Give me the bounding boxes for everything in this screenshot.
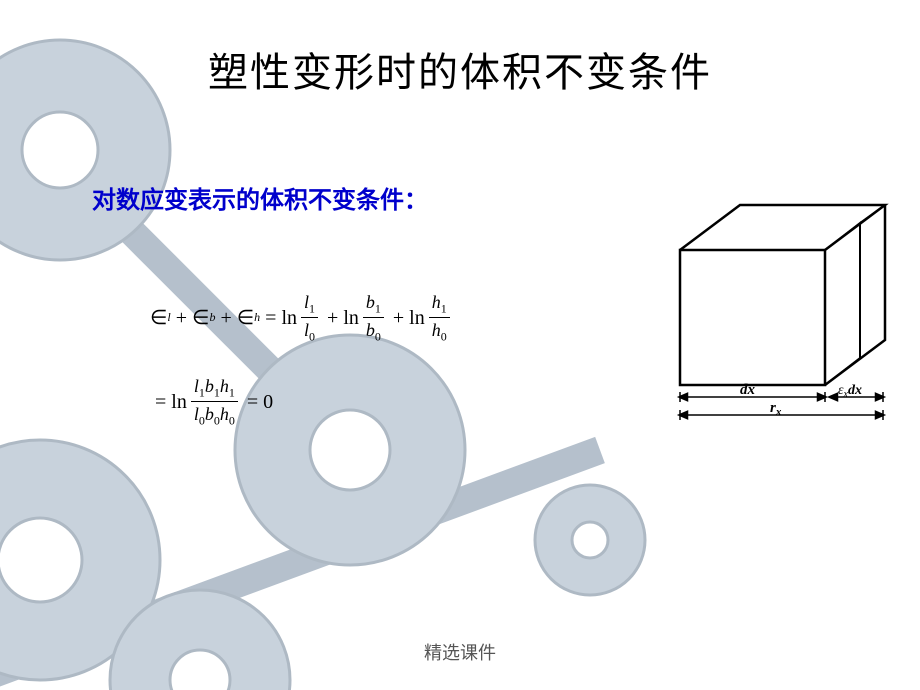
equation-line-1: ∈l + ∈b + ∈h = ln l1 l0 + ln b1 b0 + ln …: [150, 290, 454, 346]
equation-block: ∈l + ∈b + ∈h = ln l1 l0 + ln b1 b0 + ln …: [150, 290, 454, 430]
slide-subtitle: 对数应变表示的体积不变条件：: [92, 180, 428, 215]
svg-text:εxdx: εxdx: [838, 383, 862, 400]
footer-text: 精选课件: [0, 639, 920, 665]
svg-text:rx: rx: [770, 400, 782, 418]
label-dx: dx: [740, 382, 756, 398]
slide-title: 塑性变形时的体积不变条件: [0, 40, 920, 98]
cube-diagram: dx εxdx rx: [655, 185, 905, 425]
equation-line-2: = ln l1b1h1 l0b0h0 = 0: [150, 374, 454, 430]
